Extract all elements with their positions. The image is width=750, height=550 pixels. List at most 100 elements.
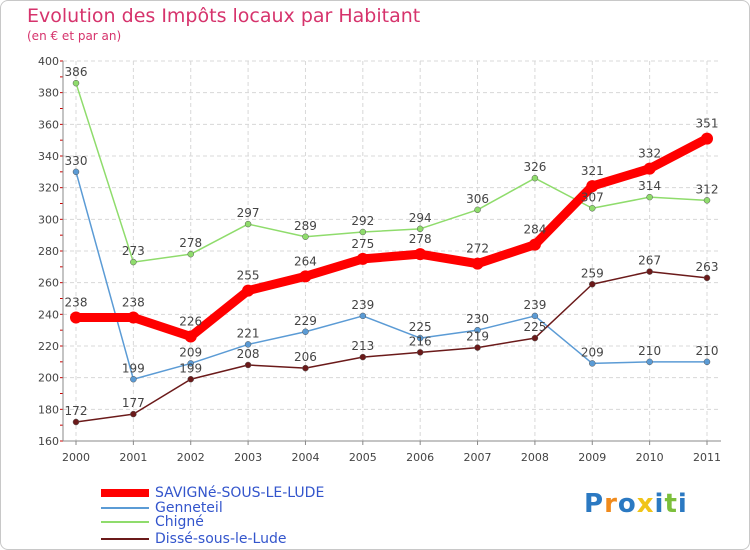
data-label-chign-: 307 [581,190,604,204]
series-line-diss-sous-le-lude [75,270,708,423]
data-point-chign- [531,174,539,182]
x-tick-label: 2000 [62,451,90,464]
legend-swatch-genneteil [101,507,149,509]
y-tick-label: 340 [38,150,59,163]
data-label-chign-: 297 [237,206,260,220]
x-tick-label: 2001 [119,451,147,464]
data-point-diss-sous-le-lude [72,418,80,426]
data-label-genneteil: 225 [409,320,432,334]
data-label-genneteil: 210 [638,344,661,358]
data-point-savign-sous-le-lude [70,311,82,324]
data-label-diss-sous-le-lude: 199 [179,361,202,375]
legend-label-savigne: SAVIGNé-SOUS-LE-LUDE [155,485,325,501]
data-label-genneteil: 209 [179,345,202,359]
legend-item-genneteil: Genneteil [101,500,223,516]
data-point-diss-sous-le-lude [359,353,367,361]
logo-letter: t [664,489,678,519]
data-point-genneteil [187,360,194,367]
data-label-genneteil: 239 [351,298,374,312]
data-label-genneteil: 330 [65,154,88,168]
logo-letter: r [604,489,618,519]
data-point-chign- [703,197,711,204]
data-point-chign- [359,228,367,236]
y-tick-label: 380 [38,87,59,100]
legend-label-chigne: Chigné [155,514,204,530]
data-point-genneteil [359,312,367,320]
chart-title: Evolution des Impôts locaux par Habitant [27,5,421,27]
legend-label-disse: Dissé-sous-le-Lude [155,531,287,547]
x-tick-label: 2002 [177,451,205,464]
data-point-genneteil [72,168,80,176]
data-point-genneteil [416,334,424,342]
data-label-genneteil: 239 [523,298,546,312]
data-point-genneteil [302,328,309,335]
data-point-chign- [474,206,481,214]
logo-letter: i [677,489,688,519]
data-point-savign-sous-le-lude [127,311,140,324]
data-label-chign-: 294 [409,211,432,225]
data-label-chign-: 312 [696,182,719,196]
legend-swatch-chigne [101,521,149,523]
data-label-diss-sous-le-lude: 225 [523,320,546,334]
series-line-chign- [75,82,708,263]
data-point-chign- [244,220,252,228]
data-label-genneteil: 229 [294,314,317,328]
data-label-diss-sous-le-lude: 213 [351,339,374,353]
data-point-diss-sous-le-lude [531,334,539,342]
data-point-savign-sous-le-lude [643,162,656,175]
data-label-diss-sous-le-lude: 206 [294,350,317,364]
data-point-chign- [416,225,424,233]
data-point-diss-sous-le-lude [416,349,424,356]
logo-letter: P [584,489,605,519]
data-point-diss-sous-le-lude [589,281,596,288]
data-point-savign-sous-le-lude [184,330,197,343]
logo-letter: o [617,489,637,519]
x-tick-label: 2011 [693,451,721,464]
data-point-diss-sous-le-lude [302,364,309,372]
data-label-chign-: 292 [351,214,374,228]
data-point-savign-sous-le-lude [242,284,255,297]
y-tick-label: 260 [38,277,59,290]
y-tick-label: 180 [38,403,59,416]
data-label-genneteil: 209 [581,345,604,359]
data-point-genneteil [646,358,653,366]
data-label-savign-sous-le-lude: 264 [294,254,317,268]
data-label-chign-: 314 [638,179,661,193]
x-tick-label: 2010 [636,451,664,464]
proxiti-logo: Proxiti [584,489,688,519]
data-point-genneteil [703,358,711,366]
data-label-genneteil: 221 [237,326,260,340]
data-label-diss-sous-le-lude: 177 [122,396,145,410]
legend-swatch-disse [101,538,149,540]
data-label-diss-sous-le-lude: 263 [696,260,719,274]
y-tick-label: 200 [38,372,59,385]
data-point-chign- [589,205,596,212]
y-tick-label: 220 [38,340,59,353]
data-label-savign-sous-le-lude: 238 [122,296,145,310]
legend-item-disse: Dissé-sous-le-Lude [101,531,286,547]
legend-item-chigne: Chigné [101,514,204,530]
data-label-savign-sous-le-lude: 272 [466,242,489,256]
data-label-diss-sous-le-lude: 172 [65,404,88,418]
data-point-savign-sous-le-lude [356,252,369,265]
y-tick-label: 160 [38,435,59,448]
x-tick-label: 2005 [349,451,377,464]
data-point-chign- [302,233,309,240]
legend-item-savigne: SAVIGNé-SOUS-LE-LUDE [101,485,324,501]
data-point-diss-sous-le-lude [474,344,481,351]
data-label-diss-sous-le-lude: 219 [466,330,489,344]
data-label-diss-sous-le-lude: 267 [638,254,661,268]
data-label-savign-sous-le-lude: 321 [581,164,604,178]
data-label-savign-sous-le-lude: 226 [179,315,202,329]
y-tick-label: 240 [38,308,59,321]
data-label-savign-sous-le-lude: 255 [237,269,260,283]
data-point-chign- [646,193,653,201]
data-point-genneteil [474,326,481,334]
data-point-genneteil [244,341,252,348]
data-point-savign-sous-le-lude [414,248,427,261]
data-point-chign- [72,79,80,87]
x-tick-label: 2008 [521,451,549,464]
x-tick-label: 2004 [291,451,319,464]
data-point-genneteil [130,376,137,383]
